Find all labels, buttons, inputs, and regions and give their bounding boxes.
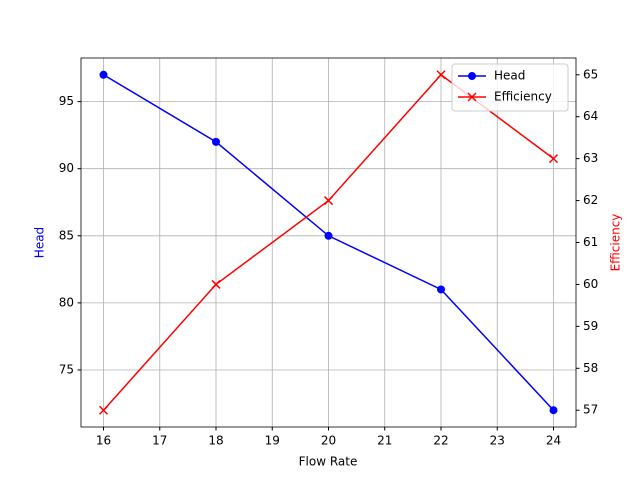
y2-axis-label: Efficiency	[609, 214, 623, 272]
y2-tick-label: 64	[583, 109, 598, 123]
x-tick-label: 20	[321, 434, 336, 448]
marker	[549, 406, 558, 415]
marker	[436, 70, 446, 80]
y2-tick-label: 60	[583, 277, 598, 291]
y-tick-label: 95	[59, 94, 74, 108]
y-tick-label: 85	[59, 228, 74, 242]
x-tick-label: 24	[546, 434, 561, 448]
y-tick-label: 90	[59, 161, 74, 175]
x-tick-label: 19	[265, 434, 280, 448]
marker	[437, 285, 445, 294]
x-tick-label: 23	[490, 434, 505, 448]
y2-tick-label: 62	[583, 193, 598, 207]
legend-label: Efficiency	[494, 90, 552, 104]
y2-tick-label: 65	[583, 67, 598, 81]
y-tick-label: 75	[59, 362, 74, 376]
marker	[468, 72, 476, 80]
x-tick-label: 21	[377, 434, 392, 448]
legend-label: Head	[494, 69, 525, 83]
x-tick-label: 22	[433, 434, 448, 448]
y-tick-label: 80	[59, 295, 74, 309]
y2-tick-label: 58	[583, 361, 598, 375]
y-axis-label: Head	[33, 227, 47, 258]
y2-tick-label: 61	[583, 235, 598, 249]
x-tick-label: 18	[208, 434, 223, 448]
marker	[324, 231, 333, 240]
marker	[548, 154, 559, 164]
marker	[99, 70, 108, 79]
x-axis-label: Flow Rate	[299, 455, 358, 469]
marker	[211, 279, 221, 289]
x-tick-label: 16	[96, 434, 111, 448]
plot-frame	[80, 57, 577, 428]
y2-tick-label: 63	[583, 151, 598, 165]
y2-tick-label: 57	[583, 403, 598, 417]
marker	[323, 196, 334, 206]
marker	[467, 92, 477, 102]
marker	[212, 137, 220, 146]
marker	[98, 405, 109, 415]
x-tick-label: 17	[152, 434, 167, 448]
y2-tick-label: 59	[583, 319, 598, 333]
